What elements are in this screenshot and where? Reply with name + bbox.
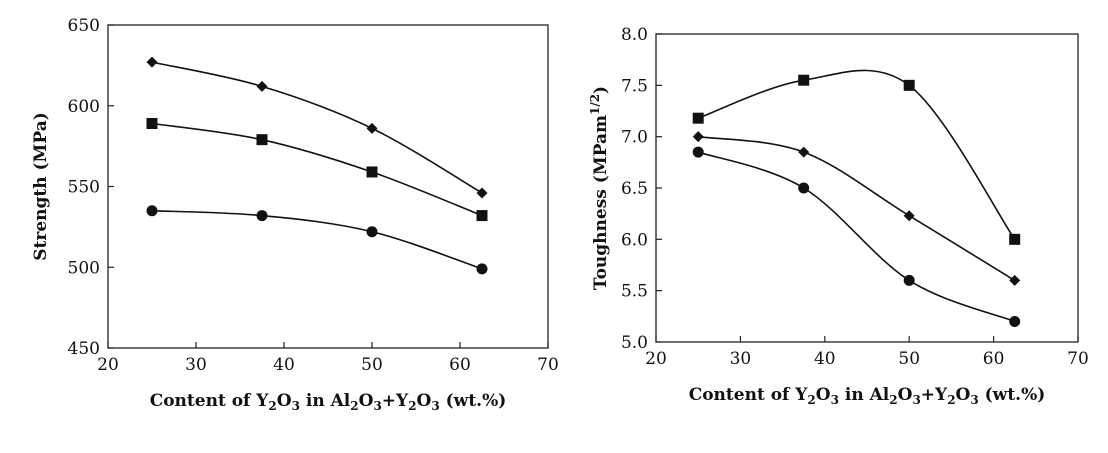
marker-diamond-s0-p1	[256, 80, 268, 92]
marker-circle-s2-p1	[798, 182, 810, 194]
y-tick-label-4: 650	[68, 16, 100, 36]
y-tick-label-2: 6.0	[621, 230, 648, 250]
marker-circle-s2-p2	[366, 226, 378, 238]
marker-square-s0-p2	[903, 79, 915, 91]
chart-strength: 20 30 40 50 60 70 450 500 550 600 650 Content of Y2…	[31, 16, 559, 413]
x-tick-label-4: 60	[983, 349, 1005, 369]
x-tick-label-3: 50	[898, 349, 920, 369]
y-axis-title: Toughness (MPam1/2)	[588, 86, 611, 290]
y-tick-label-3: 6.5	[621, 179, 648, 199]
y-tick-label-4: 7.0	[621, 128, 648, 148]
chart-toughness: 20 30 40 50 60 70 5.0 5.5 6.0 6.5 7.0 7.5 8.0 Content…	[588, 25, 1089, 407]
x-tick-label-4: 60	[449, 355, 471, 375]
y-tick-label-6: 8.0	[621, 25, 648, 45]
series-line-2	[697, 151, 1015, 323]
plot-frame	[107, 24, 549, 349]
x-tick-label-1: 30	[730, 349, 752, 369]
marker-square-s0-p1	[798, 74, 810, 86]
marker-circle-s2-p3	[476, 263, 488, 275]
x-tick-label-0: 20	[97, 355, 119, 375]
marker-circle-s2-p0	[692, 146, 704, 158]
y-tick-label-5: 7.5	[621, 76, 648, 96]
marker-diamond-s1-p1	[798, 146, 810, 158]
y-tick-label-0: 5.0	[621, 333, 648, 353]
marker-circle-s2-p3	[1009, 315, 1021, 327]
marker-square-s1-p2	[366, 166, 378, 178]
series-line-1	[698, 135, 1016, 282]
marker-diamond-s1-p2	[903, 210, 915, 222]
marker-square-s1-p0	[146, 118, 158, 130]
x-axis-title: Content of Y2O3 in Al2O3+Y2O3 (wt.%)	[689, 385, 1046, 407]
marker-diamond-s0-p3	[476, 187, 488, 199]
x-tick-label-5: 70	[1067, 349, 1089, 369]
marker-square-s1-p1	[256, 134, 268, 146]
series-line-2	[151, 209, 483, 270]
x-tick-label-1: 30	[185, 355, 207, 375]
series-line-1	[151, 122, 483, 217]
series-line-0	[697, 69, 1016, 240]
y-tick-label-1: 500	[68, 258, 100, 278]
y-tick-label-2: 550	[68, 178, 100, 198]
marker-diamond-s1-p0	[692, 131, 704, 143]
y-axis-title: Strength (MPa)	[31, 112, 51, 261]
x-tick-label-2: 40	[814, 349, 836, 369]
marker-circle-s2-p2	[903, 274, 915, 286]
marker-diamond-s0-p0	[146, 56, 158, 68]
marker-square-s0-p0	[692, 112, 704, 124]
marker-square-s1-p3	[476, 210, 488, 222]
marker-square-s0-p3	[1009, 233, 1021, 245]
marker-circle-s2-p0	[146, 205, 158, 217]
y-tick-label-3: 600	[68, 97, 100, 117]
series-line-0	[151, 61, 483, 194]
marker-diamond-s1-p3	[1009, 274, 1021, 286]
y-tick-label-1: 5.5	[621, 282, 648, 302]
x-tick-label-2: 40	[273, 355, 295, 375]
x-axis-title: Content of Y2O3 in Al2O3+Y2O3 (wt.%)	[150, 391, 507, 413]
x-tick-label-3: 50	[361, 355, 383, 375]
x-tick-label-5: 70	[537, 355, 559, 375]
y-tick-label-0: 450	[68, 339, 100, 359]
marker-diamond-s0-p2	[366, 122, 378, 134]
marker-circle-s2-p1	[256, 210, 268, 222]
x-tick-label-0: 20	[645, 349, 667, 369]
